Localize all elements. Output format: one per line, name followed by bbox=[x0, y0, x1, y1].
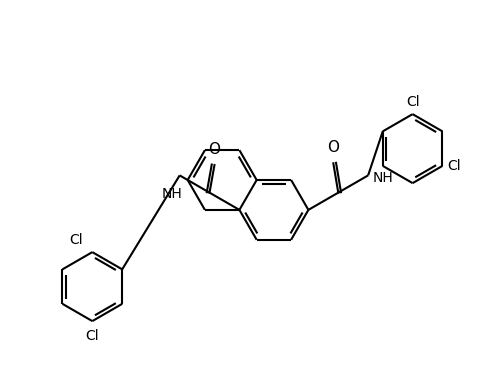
Text: Cl: Cl bbox=[69, 233, 82, 247]
Text: Cl: Cl bbox=[86, 329, 99, 343]
Text: O: O bbox=[328, 141, 340, 155]
Text: Cl: Cl bbox=[406, 95, 419, 109]
Text: O: O bbox=[208, 142, 220, 157]
Text: Cl: Cl bbox=[448, 159, 461, 173]
Text: NH: NH bbox=[162, 187, 182, 201]
Text: NH: NH bbox=[373, 171, 394, 185]
